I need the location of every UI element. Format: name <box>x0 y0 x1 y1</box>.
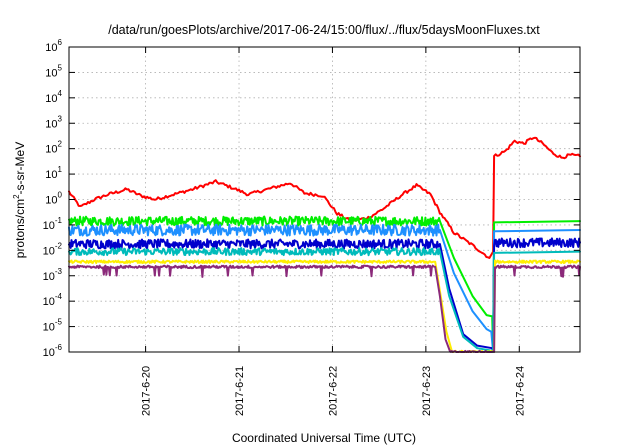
y-tick-label-base: 10 <box>43 322 55 334</box>
y-tick-label: 103 <box>45 114 62 130</box>
y-tick-label-base: 10 <box>43 296 55 308</box>
y-tick-label-exp: 1 <box>58 165 63 174</box>
axis-ticks <box>69 46 580 353</box>
y-tick-label-exp: 6 <box>58 38 63 47</box>
y-tick-label-base: 10 <box>45 93 57 105</box>
y-tick-label: 10-5 <box>43 318 63 334</box>
y-axis-label: protons/cm2-s-sr-MeV <box>12 142 27 258</box>
y-tick-label: 10-3 <box>43 267 63 283</box>
y-tick-label-exp: -5 <box>55 318 63 327</box>
series-layer <box>68 136 581 353</box>
series-line-5 <box>68 247 581 353</box>
y-tick-label: 10-1 <box>43 216 63 232</box>
y-tick-label: 101 <box>45 165 62 181</box>
y-tick-label-exp: -1 <box>55 216 63 225</box>
y-tick-label-exp: 3 <box>58 114 63 123</box>
y-tick-label-exp: -6 <box>55 343 63 352</box>
y-tick-labels: 10-610-510-410-310-210-11001011021031041… <box>43 38 63 359</box>
grid-lines <box>69 47 580 352</box>
x-tick-label: 2017-6-21 <box>234 366 246 416</box>
y-tick-label-exp: -3 <box>55 267 63 276</box>
y-tick-label: 102 <box>45 140 62 156</box>
y-tick-label-exp: 5 <box>58 63 63 72</box>
y-tick-label: 100 <box>45 191 62 207</box>
y-tick-label: 10-4 <box>43 292 63 308</box>
y-tick-label-base: 10 <box>43 347 55 359</box>
y-tick-label-exp: 4 <box>58 89 63 98</box>
y-tick-label-base: 10 <box>45 195 57 207</box>
x-tick-labels: 2017-6-20 2017-6-21 2017-6-22 2017-6-23 2017… <box>141 366 527 416</box>
y-axis-label-post: -s-sr-MeV <box>13 142 27 195</box>
x-tick-label: 2017-6-24 <box>514 366 526 416</box>
y-tick-label-base: 10 <box>43 271 55 283</box>
y-tick-label-base: 10 <box>43 220 55 232</box>
series-line-4 <box>68 237 581 353</box>
x-axis-label: Coordinated Universal Time (UTC) <box>232 431 416 445</box>
series-line-7 <box>68 264 581 353</box>
y-tick-label-base: 10 <box>45 118 57 130</box>
chart-title: /data/run/goesPlots/archive/2017-06-24/1… <box>108 23 540 37</box>
series-line-3 <box>68 223 581 353</box>
y-axis-label-pre: protons/cm <box>13 199 27 258</box>
series-line-1 <box>68 136 581 259</box>
y-tick-label: 10-2 <box>43 241 63 257</box>
y-tick-label-base: 10 <box>45 169 57 181</box>
x-tick-label: 2017-6-20 <box>141 366 153 416</box>
y-tick-label-exp: 0 <box>58 191 63 200</box>
y-tick-label-base: 10 <box>45 144 57 156</box>
y-tick-label: 104 <box>45 89 62 105</box>
x-tick-label: 2017-6-22 <box>327 366 339 416</box>
y-tick-label: 105 <box>45 63 62 79</box>
y-tick-label: 106 <box>45 38 62 54</box>
y-tick-label-exp: -2 <box>55 241 63 250</box>
y-tick-label: 10-6 <box>43 343 63 359</box>
series-line-2 <box>68 215 581 353</box>
x-tick-label: 2017-6-23 <box>421 366 433 416</box>
series-line-6 <box>68 259 581 353</box>
y-tick-label-base: 10 <box>45 42 57 54</box>
y-tick-label-base: 10 <box>45 67 57 79</box>
y-tick-label-base: 10 <box>43 245 55 257</box>
y-tick-label-exp: -4 <box>55 292 63 301</box>
y-axis-label-sup: 2 <box>12 194 21 199</box>
y-tick-label-exp: 2 <box>58 140 63 149</box>
